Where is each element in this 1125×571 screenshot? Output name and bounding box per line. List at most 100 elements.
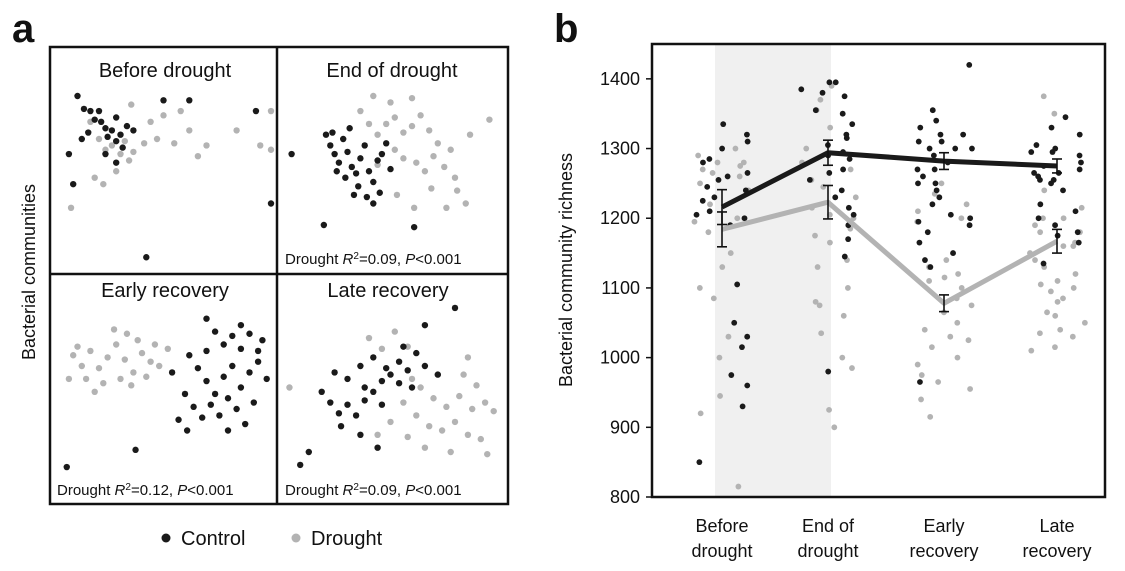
panel-a-2-drought-point-10: [156, 362, 163, 370]
panel-b-control-point-3-1: [1048, 124, 1055, 131]
panel-a-1-drought-point-20: [453, 187, 461, 194]
panel-b-control-point-1-4: [849, 121, 856, 128]
panel-a-0-control-point-21: [160, 97, 167, 104]
panel-a-3-control-point-18: [395, 380, 403, 387]
panel-a-0-drought-point-8: [130, 148, 137, 156]
panel-a-3-control-point-24: [305, 448, 312, 456]
panel-b-control-point-2-11: [932, 180, 939, 187]
panel-b-control-point-2-9: [931, 166, 938, 173]
panel-b-drought-point-3-2: [1060, 215, 1067, 222]
panel-a-3-drought-point-0: [365, 334, 373, 342]
panel-b-drought-point-1-3: [827, 124, 834, 131]
panel-a-1-drought-point-9: [434, 140, 441, 147]
panel-b-control-point-0-18: [731, 319, 738, 326]
panel-a-0-control-point-17: [130, 127, 137, 134]
panel-b-ylabel: Bacterial community richness: [556, 153, 576, 387]
subpanel-title-late-recovery: Late recovery: [327, 280, 448, 302]
panel-a-3-drought-point-9: [481, 399, 489, 406]
panel-a-2-drought-point-23: [128, 382, 135, 389]
panel-b-drought-point-3-26: [1060, 243, 1067, 250]
panel-b-control-point-3-8: [1076, 166, 1083, 173]
panel-b-control-point-0-13: [719, 145, 726, 152]
panel-b-control-point-2-6: [952, 145, 959, 152]
panel-b-control-point-2-27: [938, 138, 945, 145]
panel-b-drought-point-2-0: [938, 180, 945, 187]
panel-b-drought-point-2-19: [914, 361, 921, 368]
panel-a-1-control-point-11: [370, 178, 377, 186]
panel-b-drought-point-3-15: [1044, 309, 1050, 316]
panel-b-control-point-2-5: [915, 138, 922, 145]
panel-b-drought-point-1-17: [814, 264, 821, 270]
panel-b-drought-point-1-1: [817, 96, 824, 103]
panel-a-2-control-point-20: [199, 414, 206, 421]
panel-b-drought-point-2-8: [941, 274, 948, 281]
panel-a-1-drought-point-13: [421, 168, 429, 175]
panel-a-2-control-point-21: [207, 401, 214, 408]
panel-b-drought-point-0-4: [699, 166, 706, 173]
panel-b-drought-point-2-22: [967, 386, 973, 392]
panel-b-drought-point-3-3: [1032, 222, 1038, 229]
panel-b-drought-point-3-1: [1078, 204, 1085, 211]
panel-b-mean-line-control: [720, 150, 1058, 210]
panel-a-label: a: [12, 7, 35, 51]
panel-b-control-point-2-10: [920, 173, 926, 180]
panel-a-2-control-point-0: [203, 315, 210, 322]
panel-a-2-control-point-10: [203, 377, 210, 385]
panel-a-0-drought-point-22: [100, 180, 107, 188]
panel-a-0-control-point-12: [123, 122, 131, 130]
panel-b-errorbar-control-3: [1052, 158, 1062, 174]
panel-b-control-point-1-2: [841, 93, 848, 100]
panel-b-control-point-2-28: [969, 145, 975, 152]
panel-b-drought-point-1-21: [818, 330, 825, 337]
panel-a-1-control-point-19: [363, 193, 371, 201]
panel-a-0-control-point-3: [91, 116, 98, 123]
panel-b-drought-point-2-24: [927, 413, 934, 420]
subpanel-title-before-drought: Before drought: [99, 60, 232, 82]
panel-a-3-drought-point-25: [447, 448, 454, 456]
panel-a-3-control-point-8: [387, 371, 394, 378]
panel-a-1-drought-point-25: [393, 191, 401, 199]
panel-a-1-control-point-21: [376, 189, 383, 196]
xtick-label-0: Before drought: [691, 516, 752, 561]
panel-a-0-drought-point-3: [108, 142, 116, 149]
panel-b-drought-point-0-2: [714, 159, 721, 166]
panel-b-control-point-2-2: [933, 117, 940, 124]
panel-b-drought-point-3-14: [1054, 298, 1061, 305]
panel-a-0-drought-point-15: [186, 127, 193, 134]
panel-a-0-control-point-20: [70, 180, 77, 188]
panel-a-1-drought-point-28: [486, 116, 493, 123]
panel-b-drought-point-0-0: [732, 145, 739, 152]
panel-b-control-point-0-20: [739, 344, 745, 351]
panel-b-drought-point-1-15: [827, 239, 833, 246]
panel-a-1-drought-point-21: [462, 200, 469, 207]
panel-b-drought-point-2-20: [918, 372, 925, 378]
panel-a-3-drought-point-4: [417, 384, 424, 391]
panel-b-control-point-2-7: [930, 152, 937, 159]
panel-b-mean-line-drought: [721, 199, 1059, 306]
panel-b-drought-point-0-9: [734, 215, 741, 222]
panel-a-1-drought-point-26: [447, 146, 454, 153]
panel-a-0-drought-point-5: [121, 137, 128, 145]
panel-a-3-drought-point-14: [464, 431, 472, 438]
panel-a-0-drought-point-19: [257, 142, 264, 149]
panel-b-drought-point-3-10: [1072, 271, 1079, 277]
panel-a-2-drought-point-18: [143, 373, 150, 380]
panel-a-2-drought-point-15: [134, 337, 141, 344]
panel-a-3-control-point-14: [344, 375, 351, 383]
panel-b-control-point-2-13: [936, 194, 943, 201]
panel-a-3-control-point-16: [370, 354, 377, 361]
panel-b-control-point-2-16: [966, 222, 973, 229]
panel-b-control-point-1-22: [825, 368, 832, 375]
panel-a-2-drought-point-13: [100, 380, 107, 387]
legend-drought-label: Drought: [311, 528, 383, 550]
panel-b-drought-point-0-15: [710, 295, 717, 302]
panel-a-0-drought-point-21: [128, 101, 135, 108]
panel-b-drought-point-0-18: [717, 393, 723, 399]
panel-b-drought-point-3-29: [1052, 312, 1059, 319]
panel-a-1-control-point-4: [340, 135, 347, 143]
panel-a-1-drought-point-10: [391, 146, 398, 153]
ytick-label-1000: 1000: [600, 348, 640, 368]
panel-a-3-drought-point-13: [451, 418, 459, 426]
panel-b-control-point-1-24: [843, 135, 850, 141]
stat-end-of-drought: Drought R2=0.09, P<0.001: [285, 251, 462, 269]
